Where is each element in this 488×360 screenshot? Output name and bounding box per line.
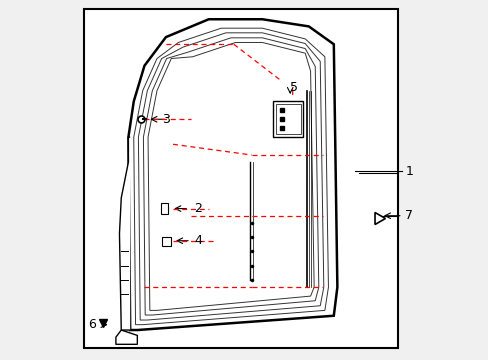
PathPatch shape [128,19,337,330]
Text: 3: 3 [161,113,169,126]
Text: 5: 5 [290,81,298,94]
PathPatch shape [116,330,137,344]
Text: 7: 7 [405,209,412,222]
Bar [272,102,303,137]
Bar [275,104,300,134]
PathPatch shape [119,137,130,330]
Text: 6: 6 [88,318,96,331]
Bar [162,237,170,246]
Text: 4: 4 [194,234,202,247]
Bar [160,203,168,214]
Text: 1: 1 [405,165,412,177]
Text: 2: 2 [194,202,202,215]
Bar [83,9,397,348]
